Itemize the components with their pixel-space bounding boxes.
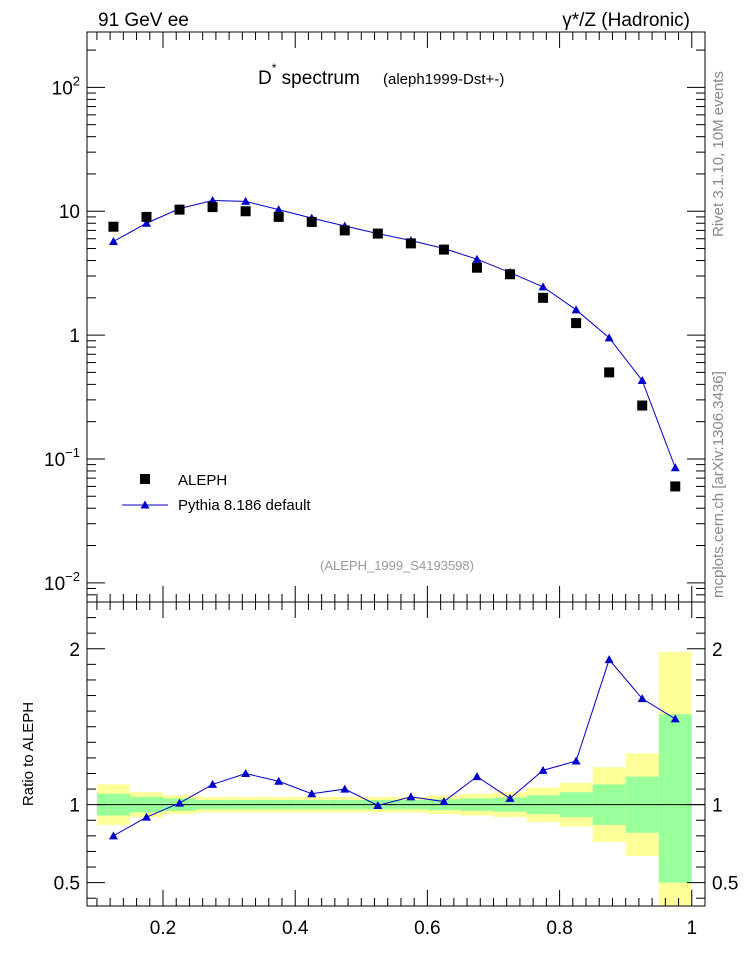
legend-pythia-label: Pythia 8.186 default (178, 497, 311, 514)
uncertainty-bands (96, 651, 692, 906)
ratio-x-tick-label: 0.8 (546, 918, 572, 939)
aleph-point (670, 481, 681, 492)
aleph-point (405, 238, 416, 249)
title-small: (aleph1999-Dst+-) (383, 71, 504, 88)
ratio-point (406, 792, 416, 801)
aleph-point (141, 211, 152, 222)
pythia-point (538, 282, 548, 291)
aleph-point (471, 262, 482, 273)
ratio-point (439, 797, 449, 806)
aleph-point (339, 225, 350, 236)
pythia-point (670, 463, 680, 472)
pythia-point (604, 333, 614, 342)
ratio-point (670, 714, 680, 723)
main-frame (86, 31, 706, 603)
analysis-watermark: (ALEPH_1999_S4193598) (320, 558, 474, 573)
pythia-point (571, 305, 581, 314)
main-y-tick-label: 1 (69, 326, 80, 347)
header-right-label: γ*/Z (Hadronic) (562, 10, 690, 31)
ratio-y-tick-label-right: 2 (712, 640, 723, 661)
legend-pythia-marker (140, 500, 150, 509)
aleph-point (240, 206, 251, 217)
ratio-frame (86, 601, 706, 907)
ratio-x-tick-label: 1 (686, 918, 697, 939)
ratio-panel: 0.5 0.5 1 1 2 2 0.2 0.4 0.6 0.8 1 Ratio to ALEPH (20, 601, 739, 939)
main-y-tick-label: 10 (59, 202, 80, 223)
ratio-point (141, 812, 151, 821)
ratio-x-tick-label: 0.6 (414, 918, 440, 939)
ratio-point (373, 800, 383, 809)
aleph-point (108, 221, 119, 232)
aleph-point (571, 318, 582, 329)
ratio-point (340, 784, 350, 793)
legend-aleph-label: ALEPH (178, 472, 227, 489)
aleph-point (637, 400, 648, 411)
pythia-point (141, 218, 151, 227)
main-axis-tick-labels: 10−2 10−1 1 10 102 (44, 73, 80, 594)
header-left-label: 91 GeV ee (98, 10, 189, 31)
ratio-y-tick-label-right: 0.5 (712, 874, 738, 895)
aleph-point (306, 216, 317, 227)
main-y-tick-label: 10−2 (44, 569, 80, 595)
mcplots-label: mcplots.cern.ch [arXiv:1306.3436] (710, 371, 727, 598)
title-superscript: * (272, 61, 277, 75)
ratio-y-tick-label-left: 2 (69, 640, 80, 661)
aleph-point (372, 228, 383, 239)
ratio-point (604, 655, 614, 664)
ratio-line (113, 658, 676, 837)
ratio-point (571, 756, 581, 765)
title-main: D (258, 68, 272, 89)
main-panel: 10−2 10−1 1 10 102 D* spectrum (aleph1999-Ds… (44, 31, 706, 603)
rivet-version-label: Rivet 3.1.10, 10M events (710, 71, 727, 237)
aleph-point (174, 204, 185, 215)
ratio-x-tick-label: 0.4 (282, 918, 309, 939)
ratio-point (175, 798, 185, 807)
ratio-series (108, 655, 680, 840)
pythia-line (113, 200, 676, 468)
ratio-point (274, 776, 284, 785)
ratio-x-tick-label: 0.2 (150, 918, 176, 939)
ratio-point (472, 772, 482, 781)
main-axis-ticks (87, 32, 705, 603)
pythia-series (108, 196, 680, 472)
ratio-point (241, 768, 251, 777)
main-y-tick-label: 10−1 (44, 445, 80, 471)
ratio-axis-ticks (87, 602, 705, 906)
legend-aleph-marker (140, 474, 150, 484)
title-rest: spectrum (276, 68, 359, 89)
ratio-y-tick-label-left: 0.5 (54, 874, 80, 895)
ratio-point (307, 789, 317, 798)
aleph-point (438, 244, 449, 255)
aleph-point (207, 202, 218, 213)
ratio-point (208, 779, 218, 788)
ratio-point (108, 831, 118, 840)
aleph-point (273, 211, 284, 222)
ratio-point (505, 793, 515, 802)
ratio-axis-tick-labels: 0.5 0.5 1 1 2 2 0.2 0.4 0.6 0.8 1 (54, 640, 739, 939)
aleph-point (604, 367, 615, 378)
ratio-point (637, 694, 647, 703)
pythia-point (241, 196, 251, 205)
aleph-point (538, 292, 549, 303)
ratio-ylabel: Ratio to ALEPH (20, 702, 37, 806)
pythia-point (637, 375, 647, 384)
pythia-point (472, 254, 482, 263)
aleph-series (108, 202, 681, 492)
ratio-y-tick-label-left: 1 (69, 796, 80, 817)
pythia-point (208, 196, 218, 205)
pythia-point (108, 236, 118, 245)
main-title: D* spectrum (258, 61, 360, 89)
inner-uncertainty-band (658, 714, 692, 883)
ratio-point (538, 765, 548, 774)
aleph-point (505, 269, 516, 280)
pythia-point (274, 205, 284, 214)
main-y-tick-label: 102 (52, 73, 80, 99)
ratio-y-tick-label-right: 1 (712, 796, 723, 817)
